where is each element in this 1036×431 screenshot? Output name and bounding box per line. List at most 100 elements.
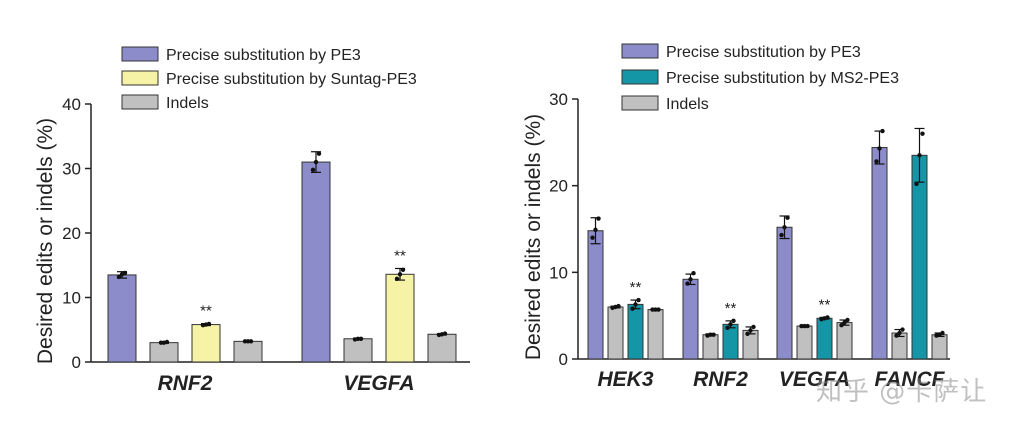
legend-swatch [621,43,659,59]
data-point [839,323,844,328]
bar [702,334,719,360]
bar [343,338,373,363]
data-point [782,225,787,230]
data-point [164,339,170,345]
data-point [897,330,902,336]
bar [647,309,664,360]
data-point [248,339,254,344]
data-point [842,320,847,325]
y-tick-label: 10 [62,289,81,308]
bar [776,226,793,360]
data-point [914,181,919,187]
bar [796,325,813,360]
data-point [685,281,690,286]
y-tick-label: 30 [62,160,81,179]
category-label: VEGFA [779,368,850,391]
data-point [590,235,595,240]
legend-label: Indels [166,95,209,112]
y-tick-label: 40 [62,95,81,114]
legend-label: Indels [666,96,709,113]
data-point [656,307,661,312]
bar [385,273,415,363]
data-point [394,276,400,281]
bar [931,334,948,360]
data-point [688,277,693,282]
bar [871,147,888,360]
data-point [116,274,122,280]
data-point [805,323,810,329]
data-point [748,328,753,333]
legend-swatch [121,46,159,62]
data-point [728,322,733,327]
data-point [874,159,879,164]
y-tick-label: 0 [559,350,568,369]
data-point [894,333,899,338]
significance-label: ** [819,296,831,313]
y-axis-label: Desired edits or indels (%) [34,118,57,364]
legend-swatch [621,95,659,111]
data-point [122,270,128,276]
significance-label: ** [725,300,737,317]
y-tick-label: 0 [72,353,81,372]
bar [107,274,137,363]
legend-swatch [621,69,659,85]
data-point [920,131,925,136]
chart-1: 0 10 20 30 40 Desired edits or indels (%) Prec… [34,46,470,395]
bar [191,324,221,363]
data-point [751,324,756,330]
category-label: RNF2 [693,368,748,391]
legend-label: Precise substitution by Suntag-PE3 [166,71,417,88]
data-point [900,327,905,332]
data-point [400,267,406,272]
bar [722,323,739,360]
legend-label: Precise substitution by MS2-PE3 [666,70,899,87]
y-tick-label: 10 [549,263,568,282]
data-point [397,272,403,277]
legend-label: Precise substitution by PE3 [166,47,361,64]
y-tick-label: 30 [549,90,568,109]
bar [149,342,179,363]
legend-swatch [121,94,159,110]
significance-label: ** [394,247,406,264]
data-point [633,302,638,307]
bar [742,329,759,360]
data-point [880,128,885,134]
category-label: HEK3 [597,368,653,391]
data-point [596,216,601,221]
data-point [206,321,212,327]
data-point [825,315,830,320]
legend-swatch [121,70,159,86]
bar [627,303,644,360]
bar [816,317,833,360]
bar [233,340,263,363]
bar [301,161,331,363]
watermark: 知乎 @卡萨让 [816,377,988,407]
data-point [630,306,635,311]
significance-label: ** [630,279,642,296]
bar [587,230,604,360]
data-point [691,271,696,276]
data-point [845,317,850,323]
data-point [745,331,750,337]
data-point [725,325,730,330]
category-label: FANCF [875,368,946,391]
category-label: RNF2 [158,372,213,395]
data-point [616,303,621,309]
y-tick-label: 20 [62,224,81,243]
bar [427,333,457,363]
bar [911,154,928,360]
data-point [593,227,598,233]
significance-label: ** [200,303,212,320]
category-label: VEGFA [343,372,414,395]
legend-label: Precise substitution by PE3 [666,44,861,61]
data-point [711,332,716,337]
data-point [877,146,882,151]
data-point [785,215,790,220]
bar [836,322,853,360]
data-point [442,331,448,336]
data-point [779,232,784,238]
data-point [310,167,316,172]
data-point [917,153,922,158]
data-point [358,336,364,341]
